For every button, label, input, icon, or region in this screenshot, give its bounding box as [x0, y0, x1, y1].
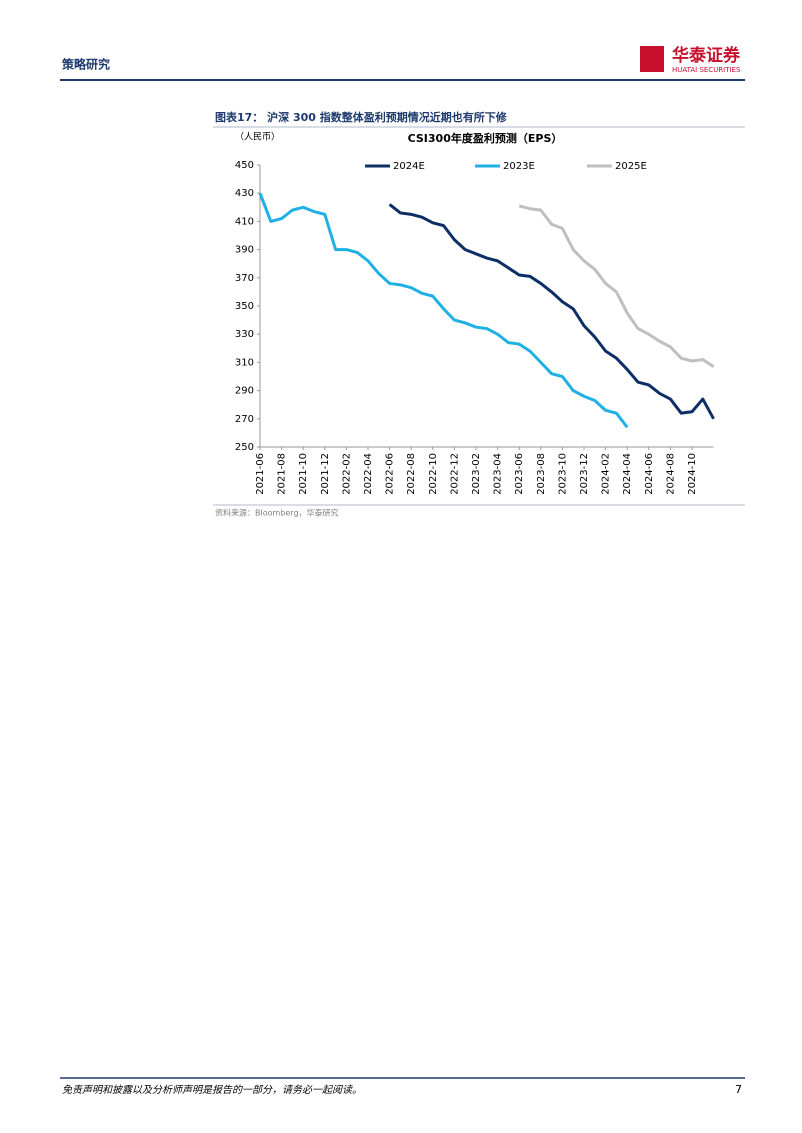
x-tick-label: 2022-10 — [428, 453, 439, 495]
series-line — [518, 204, 715, 368]
chart: 250 270 290 310 330 350 370 390 410 430 450 2021-06… — [235, 160, 715, 495]
y-tick-label: 410 — [235, 216, 254, 227]
x-tick-label: 2022-04 — [363, 453, 374, 495]
x-tick-label: 2023-08 — [536, 453, 547, 495]
y-tick-label: 430 — [235, 188, 254, 199]
x-tick-label: 2021-08 — [277, 453, 288, 495]
unit: （人民币） — [235, 132, 280, 143]
x-tick-label: 2024-02 — [601, 453, 612, 495]
y-tick-label: 450 — [235, 160, 254, 171]
section: 策略研究 — [62, 57, 110, 72]
page-number: 7 — [735, 1083, 742, 1096]
legend-label: 2023E — [503, 161, 535, 172]
y-tick-label: 310 — [235, 357, 254, 368]
x-tick-label: 2022-02 — [341, 453, 352, 495]
y-tick-label: 270 — [235, 414, 254, 425]
x-tick-label: 2022-08 — [406, 453, 417, 495]
x-tick-label: 2022-12 — [449, 453, 460, 495]
x-tick-label: 2023-06 — [514, 453, 525, 495]
y-tick-label: 370 — [235, 273, 254, 284]
y-tick-label: 250 — [235, 442, 254, 453]
figure-caption: 图表17： 沪深 300 指数整体盈利预期情况近期也有所下修 — [215, 110, 508, 124]
chart-title: CSI300年度盈利预测（EPS） — [408, 131, 563, 145]
brand: 华泰证券 — [672, 45, 741, 66]
x-tick-label: 2023-10 — [557, 453, 568, 495]
source: 资料来源：Bloomberg，华泰研究 — [215, 508, 339, 518]
x-tick-label: 2024-06 — [644, 453, 655, 495]
x-tick-label: 2021-12 — [320, 453, 331, 495]
y-tick-label: 290 — [235, 386, 254, 397]
x-tick-label: 2021-06 — [255, 453, 266, 495]
y-tick-label: 390 — [235, 245, 254, 256]
y-tick-label: 330 — [235, 329, 254, 340]
legend-label: 2025E — [615, 161, 647, 172]
logo-mark — [640, 46, 664, 72]
x-tick-label: 2024-04 — [622, 453, 633, 495]
x-tick-label: 2024-10 — [687, 453, 698, 495]
x-tick-label: 2024-08 — [665, 453, 676, 495]
brand-en: HUATAI SECURITIES — [672, 66, 741, 74]
series-line — [258, 192, 629, 429]
legend-label: 2024E — [393, 161, 425, 172]
series-line — [388, 203, 715, 420]
x-tick-label: 2023-02 — [471, 453, 482, 495]
x-tick-label: 2022-06 — [385, 453, 396, 495]
x-tick-label: 2023-12 — [579, 453, 590, 495]
disclaimer: 免责声明和披露以及分析师声明是报告的一部分，请务必一起阅读。 — [62, 1084, 362, 1096]
x-tick-label: 2023-04 — [493, 453, 504, 495]
y-tick-label: 350 — [235, 301, 254, 312]
x-tick-label: 2021-10 — [298, 453, 309, 495]
